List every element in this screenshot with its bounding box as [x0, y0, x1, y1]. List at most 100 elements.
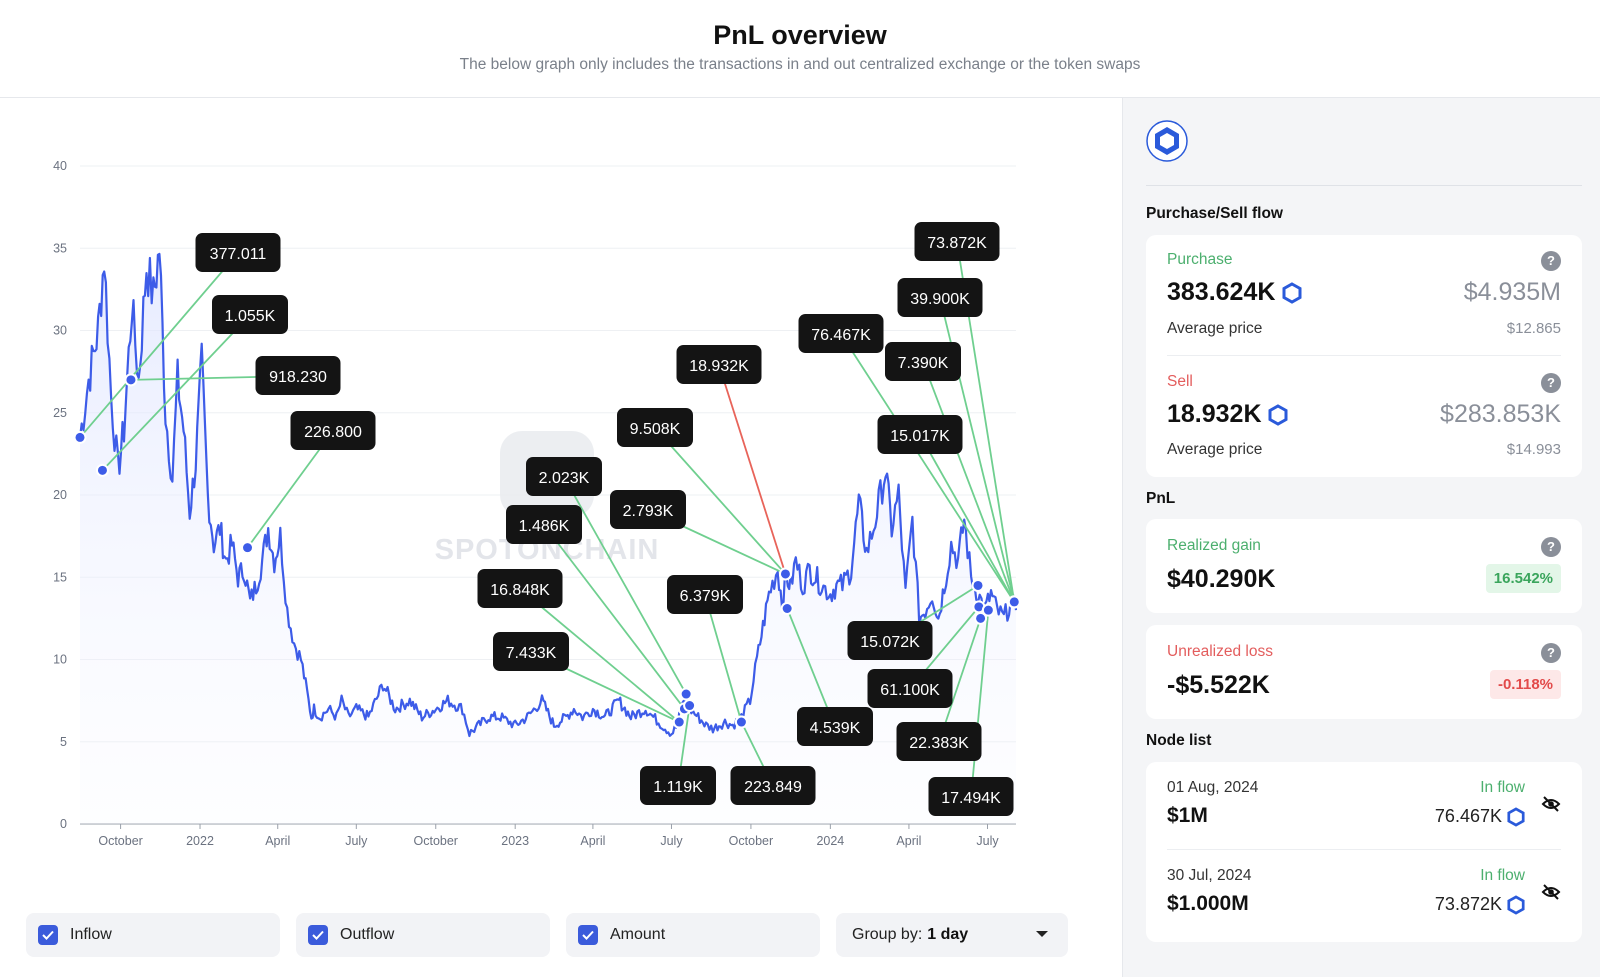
help-icon[interactable]: ?	[1541, 373, 1561, 393]
series-line	[78, 252, 1018, 738]
inflow-toggle[interactable]: Inflow	[26, 913, 280, 957]
node-date: 01 Aug, 2024	[1167, 779, 1259, 796]
outflow-checkbox[interactable]	[308, 925, 328, 945]
x-tick-label: 2024	[816, 834, 844, 848]
check-icon	[42, 930, 54, 940]
sell-avg-label: Average price	[1167, 441, 1263, 458]
group-by-label: Group by:	[852, 926, 923, 943]
flow-label-box	[847, 621, 933, 660]
flow-marker	[734, 715, 748, 729]
flow-label: 226.800	[304, 424, 362, 441]
flow-label-box	[896, 722, 982, 761]
x-tick-label: October	[729, 834, 773, 848]
flow-label-box	[195, 233, 281, 272]
flow-label-box	[640, 766, 716, 805]
amount-toggle[interactable]: Amount	[566, 913, 820, 957]
outflow-toggle[interactable]: Outflow	[296, 913, 550, 957]
page-subtitle: The below graph only includes the transa…	[459, 56, 1141, 73]
outflow-connector	[718, 364, 787, 575]
node-amount: 76.467K	[1435, 806, 1525, 827]
flow-label-box	[676, 345, 762, 384]
token-icon	[1507, 807, 1525, 827]
inflow-connector	[840, 333, 1016, 603]
help-icon[interactable]: ?	[1541, 643, 1561, 663]
group-by-select[interactable]: Group by: 1 day	[836, 913, 1068, 957]
y-tick-label: 25	[53, 406, 67, 420]
x-tick-label: July	[660, 834, 683, 848]
list-item[interactable]: 01 Aug, 2024 In flow $1M 76.467K	[1146, 762, 1582, 850]
flow-label: 15.017K	[890, 428, 950, 445]
y-tick-label: 35	[53, 241, 67, 255]
y-tick-label: 15	[53, 570, 67, 584]
divider	[1146, 185, 1582, 186]
help-icon[interactable]: ?	[1541, 251, 1561, 271]
flow-label-box	[212, 295, 288, 334]
list-item[interactable]: 30 Jul, 2024 In flow $1.000M 73.872K	[1146, 850, 1582, 938]
y-tick-label: 0	[60, 817, 67, 831]
flow-label: 223.849	[744, 779, 802, 796]
inflow-connector	[922, 361, 1016, 603]
y-tick-label: 20	[53, 488, 67, 502]
y-tick-label: 5	[60, 735, 67, 749]
flow-label: 1.486K	[519, 518, 570, 535]
token-icon	[1507, 895, 1525, 915]
flow-marker	[780, 602, 794, 616]
inflow-connector	[654, 427, 787, 575]
group-by-value: 1 day	[927, 926, 969, 943]
flow-label: 61.100K	[880, 682, 940, 699]
realized-label: Realized gain	[1167, 537, 1261, 554]
x-tick-label: April	[896, 834, 921, 848]
check-icon	[312, 930, 324, 940]
eye-off-icon[interactable]	[1541, 883, 1561, 901]
node-amount: 73.872K	[1435, 894, 1525, 915]
check-icon	[582, 930, 594, 940]
unrealized-loss-card: Unrealized loss ? -$5.522K -0.118%	[1146, 625, 1582, 719]
flow-label: 16.848K	[490, 582, 550, 599]
flow-label: 15.072K	[860, 634, 920, 651]
flow-marker	[778, 567, 792, 581]
realized-badge: 16.542%	[1485, 564, 1561, 593]
purchase-amount: 383.624K	[1167, 278, 1302, 307]
inflow-connector	[543, 524, 686, 710]
inflow-connector	[79, 252, 239, 439]
flow-label-box	[867, 669, 953, 708]
flow-marker	[95, 463, 109, 477]
eye-off-icon[interactable]	[1541, 795, 1561, 813]
help-icon[interactable]: ?	[1541, 537, 1561, 557]
page-header: PnL overview The below graph only includ…	[0, 0, 1600, 98]
sell-amount: 18.932K	[1167, 400, 1288, 429]
flow-marker	[683, 699, 697, 713]
pnl-title: PnL	[1146, 490, 1176, 507]
token-icon	[1268, 404, 1288, 427]
token-logo-icon	[1146, 120, 1188, 162]
outflow-label: Outflow	[340, 926, 395, 943]
flow-label-box	[526, 457, 602, 496]
inflow-checkbox[interactable]	[38, 925, 58, 945]
flow-marker	[679, 687, 693, 701]
flow-label-box	[667, 575, 743, 614]
flow-marker	[971, 578, 985, 592]
flow-label: 377.011	[210, 246, 267, 263]
pnl-chart: 0 5 10 15 20 25 30 35 40 October 2022 April July Octo…	[53, 159, 1021, 848]
purchase-label: Purchase	[1167, 251, 1233, 268]
flow-marker	[974, 611, 988, 625]
x-tick-label: April	[580, 834, 605, 848]
flow-label: 76.467K	[811, 327, 871, 344]
y-tick-label: 40	[53, 159, 67, 173]
flow-label-box	[798, 314, 884, 353]
inflow-connector	[246, 430, 334, 549]
sell-usd: $283.853K	[1440, 400, 1561, 428]
flow-label: 918.230	[269, 369, 327, 386]
flow-label-box	[885, 342, 961, 381]
flow-label: 1.055K	[225, 308, 276, 325]
inflow-label: Inflow	[70, 926, 112, 943]
node-usd: $1M	[1167, 804, 1208, 827]
purchase-avg-value: $12.865	[1506, 320, 1561, 337]
amount-checkbox[interactable]	[578, 925, 598, 945]
flow-marker	[672, 715, 686, 729]
inflow-connector	[704, 594, 743, 723]
unrealized-badge: -0.118%	[1489, 670, 1561, 699]
flow-label: 18.932K	[689, 358, 749, 375]
purchase-usd: $4.935M	[1463, 278, 1561, 306]
flow-marker	[1007, 595, 1021, 609]
